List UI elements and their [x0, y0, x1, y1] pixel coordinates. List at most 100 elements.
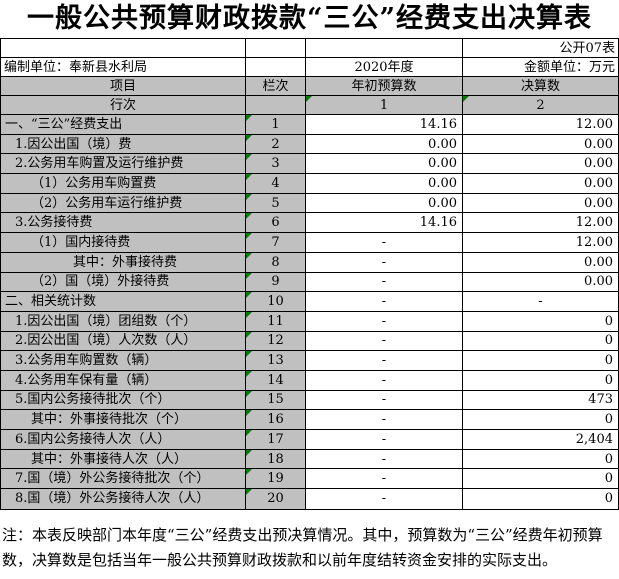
final-value-cell[interactable]: 0.00 — [463, 174, 618, 194]
final-value-cell[interactable]: 0 — [463, 410, 618, 430]
final-value-cell[interactable]: 0 — [463, 312, 618, 332]
final-value-cell[interactable]: 2,404 — [463, 430, 618, 450]
line-number-cell[interactable]: 10 — [246, 292, 306, 312]
item-cell[interactable]: （2）国（境）外接待费 — [1, 272, 246, 293]
table-label-cell[interactable]: 公开07表 — [463, 39, 618, 58]
item-cell[interactable]: （1）国内接待费 — [1, 233, 246, 253]
item-cell[interactable]: 4.公务用车保有量（辆） — [1, 370, 246, 391]
budget-value-cell[interactable]: - — [306, 272, 463, 293]
budget-value-cell[interactable]: 0.00 — [306, 174, 463, 194]
item-cell[interactable]: 一、“三公”经费支出 — [1, 115, 246, 135]
final-value-cell[interactable]: 0 — [463, 450, 618, 470]
budget-value-cell[interactable]: 0.00 — [306, 154, 463, 175]
final-value-cell[interactable]: 0 — [463, 469, 618, 490]
budget-value-cell[interactable]: - — [306, 370, 463, 391]
budget-value-cell[interactable]: - — [306, 390, 463, 411]
line-number-cell[interactable]: 15 — [246, 390, 306, 411]
item-cell[interactable]: 1.因公出国（境）团组数（个） — [1, 311, 246, 332]
final-value-cell[interactable]: 0.00 — [463, 273, 618, 293]
spacer-cell[interactable] — [246, 96, 306, 115]
final-value-cell[interactable]: 12.00 — [463, 115, 618, 135]
item-cell[interactable]: 5.国内公务接待批次（个） — [1, 390, 246, 411]
item-cell[interactable]: 2.公务用车购置及运行维护费 — [1, 154, 246, 175]
line-number-cell[interactable]: 20 — [246, 489, 306, 509]
item-cell[interactable]: 1.因公出国（境）费 — [1, 134, 246, 155]
final-value-cell[interactable]: 473 — [463, 391, 618, 411]
line-number-cell[interactable]: 8 — [246, 252, 306, 273]
line-number-cell[interactable]: 7 — [246, 233, 306, 253]
footnote: 注：本表反映部门本年度“三公”经费支出预决算情况。其中，预算数为“三公”经费年初… — [2, 526, 603, 569]
header-initial-budget[interactable]: 年初预算数 — [306, 77, 463, 96]
header-column-no[interactable]: 栏次 — [246, 77, 306, 96]
final-value-cell[interactable]: 12.00 — [463, 213, 618, 234]
line-number-cell[interactable]: 14 — [246, 370, 306, 391]
budget-value-cell[interactable]: - — [306, 292, 463, 312]
item-cell[interactable]: 其中：外事接待费 — [1, 252, 246, 273]
final-value-cell[interactable]: 0 — [463, 351, 618, 371]
item-cell[interactable]: 2.因公出国（境）人次数（人） — [1, 331, 246, 352]
budget-value-cell[interactable]: - — [306, 449, 463, 470]
line-number-cell[interactable]: 1 — [246, 115, 306, 135]
budget-value-cell[interactable]: - — [306, 331, 463, 352]
line-number-cell[interactable]: 13 — [246, 351, 306, 371]
final-value-cell[interactable]: 0 — [463, 371, 618, 391]
item-cell[interactable]: 二、相关统计数 — [1, 292, 246, 312]
final-value-cell[interactable]: 12.00 — [463, 233, 618, 253]
budget-value-cell[interactable]: 14.16 — [306, 213, 463, 234]
header-final-accounts[interactable]: 决算数 — [463, 77, 618, 96]
budget-value-cell[interactable]: - — [306, 311, 463, 332]
budget-value-cell[interactable]: - — [306, 233, 463, 253]
header-item[interactable]: 项目 — [1, 77, 246, 96]
spacer-cell[interactable] — [1, 39, 246, 58]
budget-value-cell[interactable]: - — [306, 489, 463, 509]
budget-value-cell[interactable]: - — [306, 410, 463, 430]
line-number-cell[interactable]: 18 — [246, 449, 306, 470]
item-cell[interactable]: （1）公务用车购置费 — [1, 174, 246, 194]
line-number-cell[interactable]: 5 — [246, 193, 306, 214]
line-number-cell[interactable]: 9 — [246, 272, 306, 293]
line-number-cell[interactable]: 6 — [246, 213, 306, 234]
item-cell[interactable]: 3.公务接待费 — [1, 213, 246, 234]
item-cell[interactable]: （2）公务用车运行维护费 — [1, 193, 246, 214]
line-number-cell[interactable]: 2 — [246, 134, 306, 155]
budget-value-cell[interactable]: 14.16 — [306, 115, 463, 135]
spacer-cell[interactable] — [246, 58, 306, 77]
excel-flag-icon — [246, 370, 252, 377]
item-cell[interactable]: 8.国（境）外公务接待人次（人） — [1, 489, 246, 509]
final-value-cell[interactable]: 0.00 — [463, 154, 618, 175]
line-number-label: 11 — [267, 313, 284, 329]
line-number-cell[interactable]: 12 — [246, 331, 306, 352]
item-cell[interactable]: 其中：外事接待批次（个） — [1, 410, 246, 430]
budget-value-cell[interactable]: 0.00 — [306, 193, 463, 214]
final-value-cell[interactable]: 0.00 — [463, 194, 618, 214]
item-cell[interactable]: 7.国（境）外公务接待批次（个） — [1, 469, 246, 490]
final-value-cell[interactable]: 0.00 — [463, 135, 618, 155]
line-number-cell[interactable]: 16 — [246, 410, 306, 430]
amount-unit-cell[interactable]: 金额单位：万元 — [463, 58, 618, 77]
spacer-cell[interactable] — [306, 39, 463, 58]
header-final-index[interactable]: 2 — [463, 96, 618, 115]
year-cell[interactable]: 2020年度 — [306, 58, 463, 77]
final-value-cell[interactable]: 0 — [604, 491, 613, 507]
budget-value-cell[interactable]: - — [306, 252, 463, 273]
item-cell[interactable]: 3.公务用车购置数（辆） — [1, 351, 246, 371]
line-number-cell[interactable]: 19 — [246, 469, 306, 490]
budget-value-cell[interactable]: - — [306, 430, 463, 450]
item-cell[interactable]: 6.国内公务接待人次（人） — [1, 430, 246, 450]
final-value-cell[interactable]: 0.00 — [463, 253, 618, 273]
budget-value-cell[interactable]: 0.00 — [306, 134, 463, 155]
line-number-cell[interactable]: 4 — [246, 174, 306, 194]
spacer-cell[interactable] — [246, 39, 306, 58]
line-number-cell[interactable]: 11 — [246, 311, 306, 332]
item-cell[interactable]: 其中：外事接待人次（人） — [1, 449, 246, 470]
budget-value-cell[interactable]: - — [306, 351, 463, 371]
final-value-cell[interactable]: - — [463, 292, 618, 312]
prepared-by-cell[interactable]: 编制单位：奉新县水利局 — [1, 58, 246, 77]
final-value-cell[interactable]: 0 — [463, 332, 618, 352]
budget-value-cell[interactable]: - — [306, 469, 463, 490]
header-budget-index[interactable]: 1 — [306, 96, 463, 115]
line-number-label: 17 — [267, 431, 284, 447]
line-number-cell[interactable]: 3 — [246, 154, 306, 175]
header-row-no[interactable]: 行次 — [1, 96, 246, 115]
line-number-cell[interactable]: 17 — [246, 430, 306, 450]
